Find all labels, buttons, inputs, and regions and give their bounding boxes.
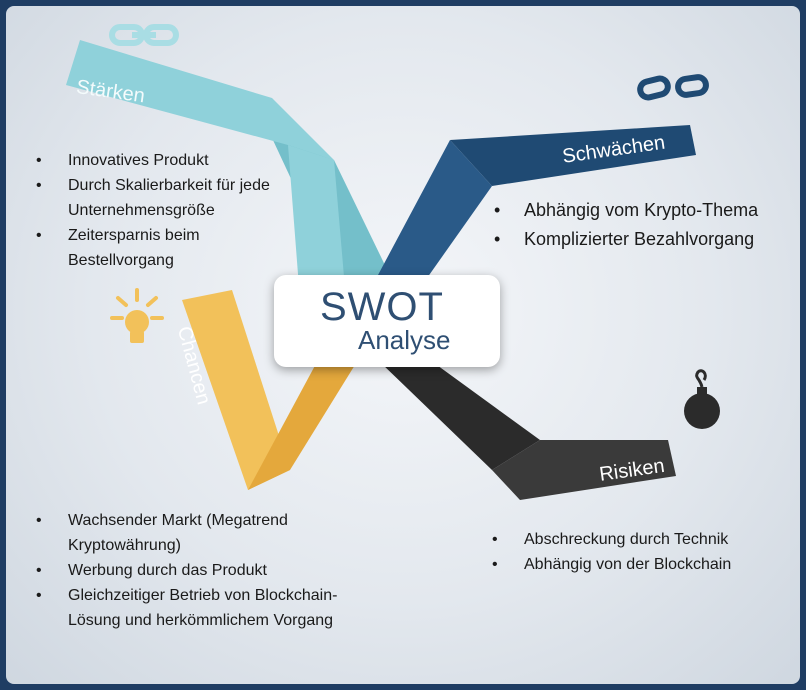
title-swot: SWOT xyxy=(320,285,444,330)
list-item: Werbung durch das Produkt xyxy=(34,558,364,583)
title-analyse: Analyse xyxy=(358,325,451,356)
list-item: Abhängig vom Krypto-Thema xyxy=(490,196,760,225)
diagram-panel: Stärken Schwächen Chancen Risiken SWOT A… xyxy=(6,6,800,684)
weaknesses-list: Abhängig vom Krypto-Thema Komplizierter … xyxy=(490,196,760,254)
threats-list: Abschreckung durch Technik Abhängig von … xyxy=(490,527,750,577)
list-item: Abhängig von der Blockchain xyxy=(490,552,750,577)
list-item: Gleichzeitiger Betrieb von Blockchain-Lö… xyxy=(34,583,364,633)
light-bulb-icon xyxy=(112,290,162,343)
list-item: Durch Skalierbarkeit für jede Unternehme… xyxy=(34,173,304,223)
swot-title-box: SWOT Analyse xyxy=(274,275,500,367)
list-item: Komplizierter Bezahlvorgang xyxy=(490,225,760,254)
opportunities-list: Wachsender Markt (Megatrend Kryptowährun… xyxy=(34,508,364,633)
chain-link-icon xyxy=(112,27,176,43)
list-item: Abschreckung durch Technik xyxy=(490,527,750,552)
list-item: Zeitersparnis beim Bestellvorgang xyxy=(34,223,304,273)
broken-chain-icon xyxy=(638,76,706,99)
strengths-list: Innovatives Produkt Durch Skalierbarkeit… xyxy=(34,148,304,273)
list-item: Innovatives Produkt xyxy=(34,148,304,173)
list-item: Wachsender Markt (Megatrend Kryptowährun… xyxy=(34,508,364,558)
bomb-icon xyxy=(684,371,720,429)
